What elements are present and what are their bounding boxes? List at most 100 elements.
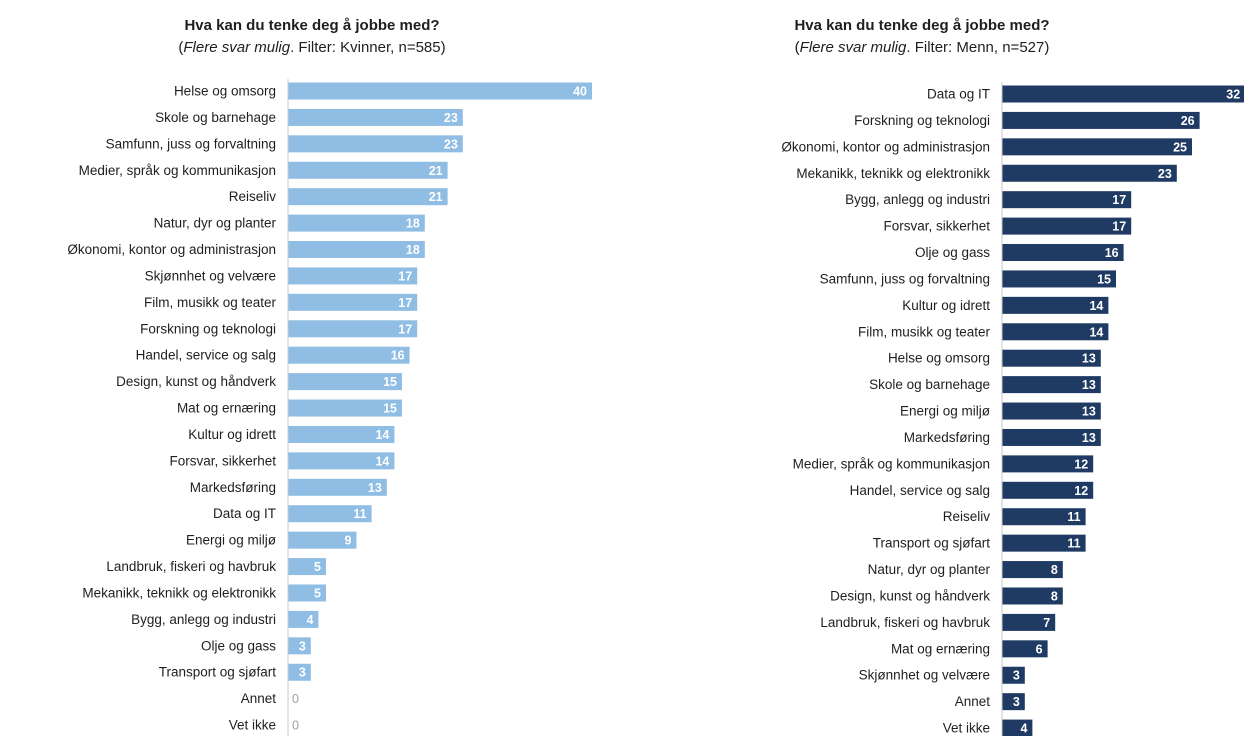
bar-chart-men: Data og IT 32 Forskning og teknologi 26 Økon… <box>781 82 1244 736</box>
men-value-label: 14 <box>1089 299 1103 313</box>
subtitle-italic-women: Flere svar mulig <box>183 39 291 56</box>
women-category-label: Skole og barnehage <box>155 110 276 125</box>
subtitle-rest-men: . Filter: Menn, n=527) <box>906 39 1050 56</box>
men-category-label: Bygg, anlegg og industri <box>845 192 990 207</box>
men-bar <box>1002 270 1116 288</box>
men-value-label: 6 <box>1036 642 1043 656</box>
men-category-label: Medier, språk og kommunikasjon <box>793 456 990 471</box>
men-category-label: Film, musikk og teater <box>858 324 991 339</box>
men-bar <box>1002 323 1109 341</box>
men-bar <box>1002 587 1063 605</box>
men-category-label: Forskning og teknologi <box>854 113 990 128</box>
women-value-label: 18 <box>406 243 420 257</box>
men-category-label: Natur, dyr og planter <box>868 562 991 577</box>
men-value-label: 16 <box>1105 246 1119 260</box>
men-bar <box>1002 640 1048 658</box>
women-value-label: 3 <box>299 666 306 680</box>
women-bar <box>288 346 410 364</box>
women-value-label: 14 <box>375 428 389 442</box>
women-bar <box>288 241 425 259</box>
women-value-label: 21 <box>429 164 443 178</box>
men-bar <box>1002 508 1086 526</box>
men-value-label: 14 <box>1089 325 1103 339</box>
women-value-label: 40 <box>573 85 587 99</box>
women-bar <box>288 267 418 285</box>
men-value-label: 11 <box>1067 510 1080 524</box>
women-bar <box>288 373 402 391</box>
women-bar <box>288 135 463 153</box>
women-category-label: Reiseliv <box>229 189 277 204</box>
men-category-label: Skjønnhet og velvære <box>859 668 990 683</box>
men-bar <box>1002 481 1094 499</box>
men-bar <box>1002 349 1101 367</box>
women-value-label: 5 <box>314 586 321 600</box>
men-category-label: Reiseliv <box>943 509 991 524</box>
men-bar <box>1002 164 1177 182</box>
men-category-label: Design, kunst og håndverk <box>830 588 990 603</box>
men-category-label: Handel, service og salg <box>850 483 990 498</box>
men-category-label: Kultur og idrett <box>902 298 990 313</box>
men-value-label: 8 <box>1051 563 1058 577</box>
women-category-label: Forsvar, sikkerhet <box>169 453 276 468</box>
women-category-label: Økonomi, kontor og administrasjon <box>67 242 276 257</box>
women-value-label: 15 <box>383 402 397 416</box>
women-category-label: Energi og miljø <box>186 533 276 548</box>
women-bar <box>288 558 326 576</box>
men-bar <box>1002 719 1033 736</box>
women-value-label: 23 <box>444 111 458 125</box>
women-category-label: Samfunn, juss og forvaltning <box>106 136 276 151</box>
women-value-label: 18 <box>406 217 420 231</box>
men-bar <box>1002 296 1109 314</box>
women-value-label: 17 <box>398 296 412 310</box>
women-value-label: 13 <box>368 481 382 495</box>
women-value-label: 4 <box>306 613 313 627</box>
women-category-label: Forskning og teknologi <box>140 321 276 336</box>
men-category-label: Energi og miljø <box>900 404 990 419</box>
women-category-label: Kultur og idrett <box>188 427 276 442</box>
men-category-label: Forsvar, sikkerhet <box>883 219 990 234</box>
chart-panel-women: Hva kan du tenke deg å jobbe med? (Flere… <box>67 17 592 736</box>
men-value-label: 8 <box>1051 589 1058 603</box>
men-value-label: 15 <box>1097 272 1111 286</box>
women-category-label: Natur, dyr og planter <box>154 216 277 231</box>
women-value-label: 0 <box>292 719 299 733</box>
women-bar <box>288 663 311 681</box>
men-value-label: 11 <box>1067 537 1080 551</box>
women-category-label: Mat og ernæring <box>177 401 276 416</box>
women-bar <box>288 452 395 470</box>
men-value-label: 32 <box>1226 88 1240 102</box>
women-bar <box>288 637 311 655</box>
men-category-label: Mekanikk, teknikk og elektronikk <box>796 166 990 181</box>
men-value-label: 17 <box>1112 193 1126 207</box>
men-value-label: 25 <box>1173 140 1187 154</box>
men-category-label: Skole og barnehage <box>869 377 990 392</box>
women-category-label: Design, kunst og håndverk <box>116 374 276 389</box>
women-category-label: Handel, service og salg <box>136 348 276 363</box>
men-value-label: 17 <box>1112 220 1126 234</box>
women-value-label: 14 <box>375 454 389 468</box>
men-bar <box>1002 455 1094 473</box>
men-value-label: 7 <box>1043 616 1050 630</box>
women-value-label: 5 <box>314 560 321 574</box>
women-category-label: Transport og sjøfart <box>159 665 277 680</box>
men-bar <box>1002 534 1086 552</box>
women-bar <box>288 108 463 126</box>
men-value-label: 26 <box>1181 114 1195 128</box>
men-bar <box>1002 85 1244 103</box>
women-category-label: Markedsføring <box>190 480 276 495</box>
women-category-label: Olje og gass <box>201 638 276 653</box>
men-category-label: Vet ikke <box>943 721 990 736</box>
men-category-label: Markedsføring <box>904 430 990 445</box>
chart-panel-men: Hva kan du tenke deg å jobbe med? (Flere… <box>622 0 1244 736</box>
men-value-label: 13 <box>1082 352 1096 366</box>
women-category-label: Film, musikk og teater <box>144 295 277 310</box>
women-category-label: Data og IT <box>213 506 276 521</box>
women-category-label: Bygg, anlegg og industri <box>131 612 276 627</box>
women-value-label: 17 <box>398 269 412 283</box>
men-category-label: Mat og ernæring <box>891 641 990 656</box>
men-value-label: 3 <box>1013 695 1020 709</box>
chart-subtitle-women: (Flere svar mulig. Filter: Kvinner, n=58… <box>178 39 446 56</box>
men-bar <box>1002 376 1101 394</box>
men-bar <box>1002 244 1124 262</box>
